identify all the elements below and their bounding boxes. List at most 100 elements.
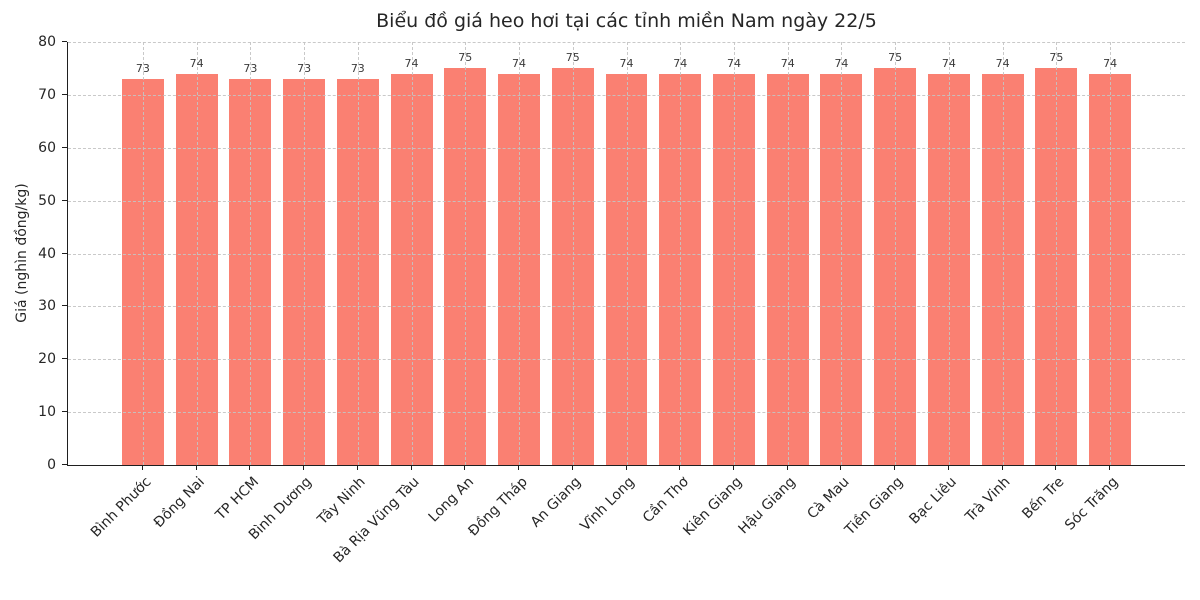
x-gridline — [411, 42, 413, 465]
bar-value-label: 74 — [1103, 56, 1118, 70]
bar-value-label: 74 — [189, 56, 204, 70]
x-tick-mark — [356, 465, 358, 470]
x-tick-label-text: Sóc Trăng — [1061, 474, 1122, 534]
x-gridline — [142, 42, 144, 465]
x-gridline — [733, 42, 735, 465]
x-gridline — [1056, 42, 1058, 465]
y-tick-mark — [62, 305, 67, 307]
bar — [659, 73, 702, 465]
x-tick-label-text: Long An — [425, 474, 477, 526]
x-tick-mark — [141, 465, 143, 470]
bar — [336, 79, 379, 465]
y-tick-label: 10 — [38, 404, 56, 421]
bar — [605, 73, 648, 465]
x-gridline — [948, 42, 950, 465]
x-tick-mark — [947, 465, 949, 470]
bar-value-label: 74 — [726, 56, 741, 70]
x-tick-label-text: Tây Ninh — [315, 474, 370, 528]
x-axis-spine — [67, 465, 1185, 466]
x-gridline — [626, 42, 628, 465]
bar-value-label: 75 — [565, 51, 580, 65]
x-tick-mark — [786, 465, 788, 470]
x-gridline — [196, 42, 198, 465]
bar — [981, 73, 1024, 465]
x-tick-mark — [625, 465, 627, 470]
x-tick-mark — [410, 465, 412, 470]
x-gridline — [250, 42, 252, 465]
x-gridline — [572, 42, 574, 465]
x-tick-mark — [518, 465, 520, 470]
bar-value-label: 74 — [619, 56, 634, 70]
y-tick-label: 80 — [38, 34, 56, 50]
y-tick-mark — [62, 41, 67, 42]
y-axis-spine — [67, 42, 68, 465]
bar-value-label: 73 — [297, 62, 312, 76]
x-tick-label-text: Cần Thơ — [639, 474, 692, 527]
y-tick-mark — [62, 93, 67, 95]
y-tick-mark — [62, 146, 67, 148]
y-tick-mark — [62, 411, 67, 413]
x-tick-label-text: Bến Tre — [1019, 474, 1068, 523]
x-gridline — [841, 42, 843, 465]
bar-value-label: 74 — [995, 56, 1010, 70]
x-tick-label-text: Hậu Giang — [735, 474, 800, 538]
x-gridline — [787, 42, 789, 465]
x-gridline — [1110, 42, 1112, 465]
x-tick-mark — [732, 465, 734, 470]
y-tick-mark — [62, 358, 67, 360]
bar-value-label: 74 — [780, 56, 795, 70]
x-tick-mark — [571, 465, 573, 470]
y-tick-label: 20 — [38, 351, 56, 368]
y-tick-mark — [62, 252, 67, 254]
x-tick-mark — [249, 465, 251, 470]
x-tick-label-text: Cà Mau — [804, 474, 853, 523]
bar-value-label: 74 — [673, 56, 688, 70]
x-gridline — [1002, 42, 1004, 465]
x-tick-mark — [1109, 465, 1111, 470]
bar — [283, 79, 326, 465]
y-tick-mark — [62, 464, 67, 465]
x-tick-label-text: Vĩnh Long — [577, 474, 638, 535]
bar-value-label: 73 — [135, 62, 150, 76]
x-tick-label-text: Trà Vinh — [962, 474, 1014, 526]
x-tick-label-text: Bạc Liêu — [906, 474, 961, 528]
x-tick-mark — [1055, 465, 1057, 470]
bar-value-label: 74 — [404, 56, 419, 70]
x-tick-label-text: Bình Phước — [87, 474, 155, 541]
x-gridline — [519, 42, 521, 465]
y-tick-label: 0 — [47, 457, 56, 473]
bar-value-label: 75 — [1049, 51, 1064, 65]
y-tick-label: 50 — [38, 192, 56, 209]
bar-value-label: 74 — [941, 56, 956, 70]
y-tick-mark — [62, 199, 67, 201]
bar-value-label: 75 — [458, 51, 473, 65]
y-tick-label: 30 — [38, 298, 56, 315]
x-tick-mark — [894, 465, 896, 470]
y-tick-label: 60 — [38, 139, 56, 156]
x-gridline — [465, 42, 467, 465]
x-tick-label-text: An Giang — [527, 474, 585, 531]
x-gridline — [304, 42, 306, 465]
x-tick-mark — [1001, 465, 1003, 470]
chart-title: Biểu đồ giá heo hơi tại các tỉnh miền Na… — [376, 10, 877, 32]
bar-value-label: 73 — [243, 62, 258, 76]
bar-value-label: 73 — [350, 62, 365, 76]
x-tick-mark — [195, 465, 197, 470]
bar-value-label: 75 — [888, 51, 903, 65]
y-tick-label: 40 — [38, 245, 56, 262]
x-gridline — [357, 42, 359, 465]
x-tick-mark — [679, 465, 681, 470]
bar — [1035, 68, 1078, 465]
bar-value-label: 74 — [512, 56, 527, 70]
x-tick-label-text: TP HCM — [212, 474, 262, 524]
x-tick-mark — [303, 465, 305, 470]
x-tick-mark — [464, 465, 466, 470]
y-tick-label: 70 — [38, 86, 56, 103]
x-gridline — [680, 42, 682, 465]
x-tick-label-text: Đồng Nai — [150, 474, 208, 531]
bar-value-label: 74 — [834, 56, 849, 70]
x-gridline — [895, 42, 897, 465]
plot-area: 73 74 73 73 73 74 75 74 75 74 74 74 74 74 75 74 74 75 74 0… — [38, 34, 1185, 566]
x-tick-mark — [840, 465, 842, 470]
